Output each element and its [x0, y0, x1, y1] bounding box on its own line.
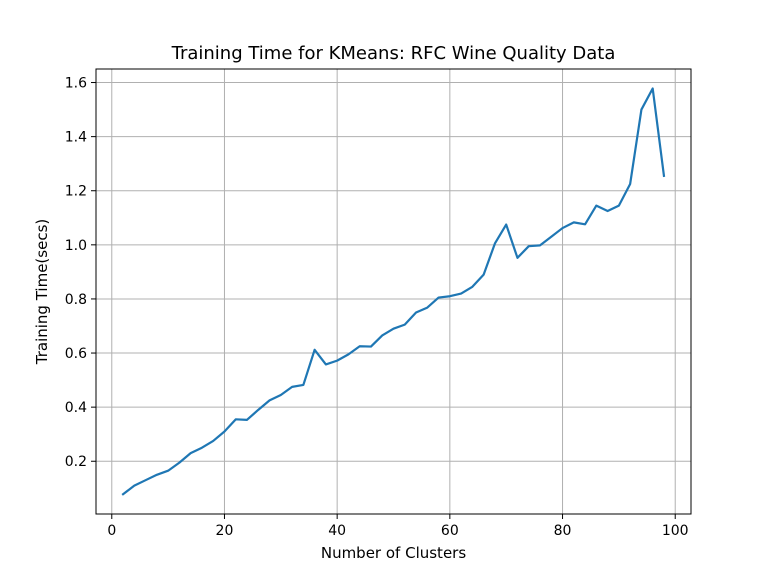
chart-title: Training Time for KMeans: RFC Wine Quali…	[171, 43, 616, 64]
x-tick-label: 60	[441, 523, 459, 539]
x-tick-label: 0	[107, 523, 116, 539]
series-layer	[121, 87, 666, 496]
y-axis-label: Training Time(secs)	[33, 219, 51, 365]
series-line	[121, 87, 666, 496]
x-tick-label: 80	[554, 523, 572, 539]
y-tick-label: 0.8	[65, 292, 87, 308]
y-tick-label: 1.0	[65, 238, 87, 254]
grid-lines	[96, 69, 691, 514]
x-tick-label: 100	[662, 523, 689, 539]
x-tick-label: 20	[216, 523, 234, 539]
x-axis-label: Number of Clusters	[321, 544, 466, 562]
y-tick-label: 1.2	[65, 184, 87, 200]
y-tick-label: 0.6	[65, 346, 87, 362]
y-tick-label: 0.2	[65, 454, 87, 470]
axis-ticks: 0 20 40 60 80 100 0.2 0.4 0.6 0.8 1.0 1.2 1.4 1.6	[65, 76, 689, 539]
y-tick-label: 1.6	[65, 76, 87, 92]
y-tick-label: 1.4	[65, 130, 87, 146]
plot-frame	[95, 68, 692, 515]
x-tick-label: 40	[328, 523, 346, 539]
y-tick-label: 0.4	[65, 400, 87, 416]
